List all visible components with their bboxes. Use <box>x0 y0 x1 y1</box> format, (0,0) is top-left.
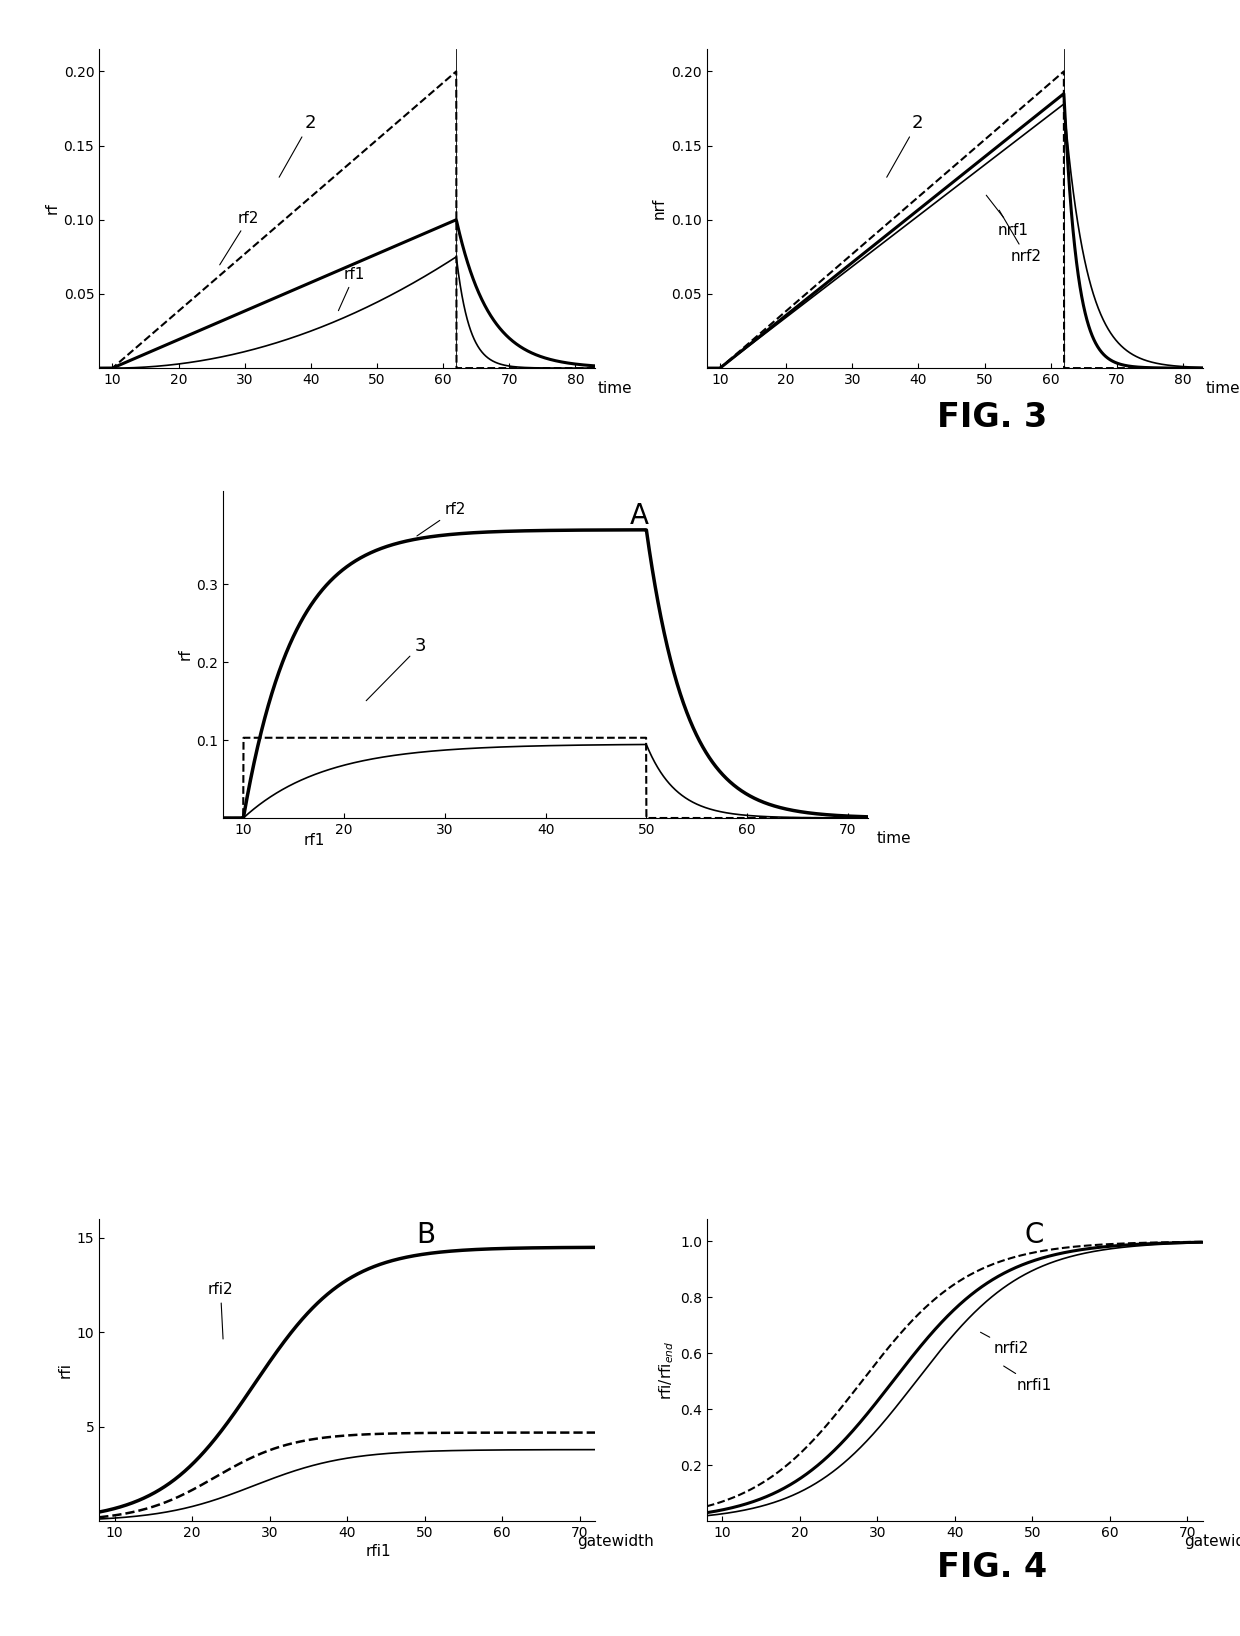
Text: 2: 2 <box>887 115 924 177</box>
Y-axis label: rf: rf <box>45 203 60 214</box>
X-axis label: gatewidth: gatewidth <box>1184 1533 1240 1549</box>
Text: rfi1: rfi1 <box>366 1543 391 1559</box>
Text: C: C <box>1024 1220 1044 1248</box>
Y-axis label: nrf: nrf <box>652 198 667 219</box>
Text: nrfi2: nrfi2 <box>981 1332 1029 1356</box>
Y-axis label: rf: rf <box>177 648 192 661</box>
Text: nrf1: nrf1 <box>986 195 1029 237</box>
Text: rf1: rf1 <box>304 833 325 849</box>
X-axis label: time: time <box>877 831 911 846</box>
Text: rf1: rf1 <box>339 267 366 311</box>
X-axis label: gatewidth: gatewidth <box>577 1533 653 1549</box>
Text: FIG. 3: FIG. 3 <box>937 401 1047 434</box>
Text: rf2: rf2 <box>219 211 259 265</box>
X-axis label: time: time <box>1205 381 1240 396</box>
Text: A: A <box>630 502 649 530</box>
Text: FIG. 4: FIG. 4 <box>937 1551 1047 1584</box>
Text: 2: 2 <box>279 115 316 177</box>
Y-axis label: rfi: rfi <box>57 1363 73 1378</box>
Text: B: B <box>417 1220 435 1248</box>
Text: rf2: rf2 <box>417 502 466 537</box>
Text: 3: 3 <box>366 636 427 700</box>
X-axis label: time: time <box>598 381 632 396</box>
Text: rfi2: rfi2 <box>208 1283 233 1338</box>
Text: nrf2: nrf2 <box>999 211 1042 265</box>
Text: nrfi1: nrfi1 <box>1003 1366 1052 1392</box>
Y-axis label: rfi/rfi$_{end}$: rfi/rfi$_{end}$ <box>657 1340 676 1400</box>
